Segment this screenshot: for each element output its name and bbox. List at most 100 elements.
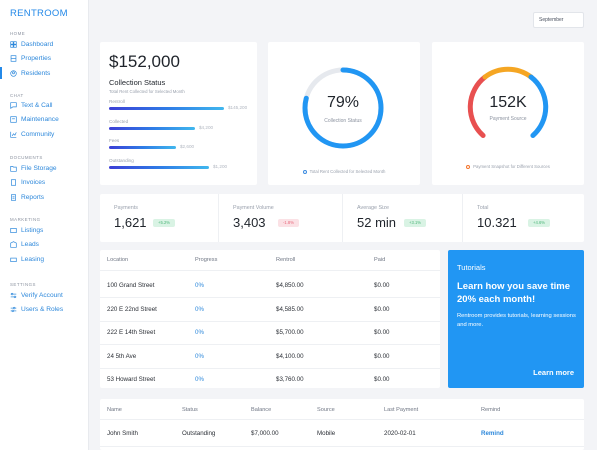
- summary-title: Collection Status: [109, 78, 166, 87]
- listing-icon: [10, 227, 17, 234]
- people-icon: [10, 69, 17, 77]
- rentroll-cell: $4,850.00: [276, 282, 304, 289]
- sidebar-item-residents[interactable]: Residents: [0, 67, 51, 79]
- brand-logo[interactable]: RENTROOM: [10, 8, 68, 19]
- column-header: Source: [317, 407, 335, 413]
- sidebar-item-leads[interactable]: Leads: [10, 239, 39, 249]
- column-header: Paid: [374, 257, 386, 263]
- building-icon: [10, 54, 17, 62]
- stat-badge: -1.8%: [278, 219, 299, 227]
- divider: [100, 297, 440, 298]
- location-cell: 100 Grand Street: [107, 282, 155, 289]
- learn-more-link[interactable]: Learn more: [533, 368, 574, 377]
- paid-cell: $0.00: [374, 376, 390, 383]
- sidebar-item-properties[interactable]: Properties: [10, 53, 51, 63]
- stat-label: Payment Volume: [233, 205, 274, 211]
- sidebar-item-label: File Storage: [21, 164, 57, 172]
- progress-bar: [109, 166, 209, 169]
- sidebar-item-users-roles[interactable]: Users & Roles: [10, 304, 63, 314]
- sidebar-item-label: Dashboard: [21, 40, 54, 48]
- resident-name: John Smith: [107, 430, 138, 437]
- sidebar-item-community[interactable]: Community: [10, 129, 54, 139]
- verify-icon: [10, 292, 17, 299]
- progress-bar: [109, 107, 224, 110]
- sidebar-item-dashboard[interactable]: Dashboard: [10, 39, 53, 49]
- bar-value: $4,200: [199, 125, 214, 130]
- collection-donut: 79% Collection Status: [300, 65, 386, 151]
- sidebar-item-label: Leads: [21, 240, 39, 248]
- divider: [100, 446, 584, 447]
- folder-icon: [10, 165, 17, 172]
- resident-balance: $7,000.00: [251, 430, 279, 437]
- bar-value: $145,200: [228, 105, 248, 110]
- paid-cell: $0.00: [374, 329, 390, 336]
- key-icon: [10, 256, 17, 263]
- location-cell: 220 E 22nd Street: [107, 305, 157, 313]
- collection-status-card: 79% Collection Status Total Rent Collect…: [268, 42, 420, 185]
- collection-value: 79%: [326, 94, 360, 111]
- leads-icon: [10, 240, 17, 248]
- column-header: Rentroll: [276, 257, 296, 263]
- payment-source-chart: [467, 66, 549, 138]
- legend-dot-icon: [466, 165, 471, 169]
- progress-cell[interactable]: 0%: [195, 282, 204, 289]
- bar-label: Collected: [109, 119, 129, 124]
- bar-value: $1,200: [213, 164, 228, 169]
- sidebar-item-label: Community: [21, 130, 55, 138]
- sidebar: RENTROOM HOME Dashboard Properties Resid…: [0, 0, 89, 450]
- stat-badge: +4.6%: [528, 219, 550, 227]
- location-cell: 53 Howard Street: [107, 376, 156, 383]
- divider: [100, 419, 584, 420]
- tutorials-heading: Tutorials: [457, 263, 486, 272]
- progress-cell[interactable]: 0%: [195, 376, 204, 383]
- rentroll-cell: $3,760.00: [276, 376, 304, 383]
- stat-average-size: Average Size 52 min +3.1%: [343, 194, 463, 242]
- column-header: Remind: [481, 407, 501, 413]
- residents-table: Name Status Balance Source Last Payment …: [100, 399, 584, 450]
- collection-arc: [302, 67, 384, 149]
- payment-source-label: Payment Source: [489, 116, 527, 122]
- location-cell: 24 5th Ave: [107, 352, 137, 360]
- sidebar-item-leasing[interactable]: Leasing: [10, 254, 44, 264]
- invoice-icon: [10, 178, 17, 186]
- sidebar-item-text-call[interactable]: Text & Call: [10, 100, 53, 110]
- resident-last-payment: 2020-02-01: [384, 430, 416, 437]
- sidebar-item-reports[interactable]: Reports: [10, 192, 44, 202]
- sidebar-item-label: Residents: [21, 69, 51, 77]
- sidebar-item-file-storage[interactable]: File Storage: [10, 163, 57, 173]
- payment-source-footnote: Payment Snapshot for Different Sources: [432, 164, 584, 169]
- sidebar-item-verify-account[interactable]: Verify Account: [10, 290, 63, 300]
- remind-button[interactable]: Remind: [481, 430, 504, 437]
- progress-cell[interactable]: 0%: [195, 329, 204, 336]
- sidebar-item-maintenance[interactable]: Maintenance: [10, 114, 59, 124]
- report-icon: [10, 193, 17, 201]
- source-arc-red: [467, 74, 488, 138]
- divider: [100, 344, 440, 345]
- total-amount: $152,000: [109, 52, 180, 71]
- collection-footnote-text: Total Rent Collected for Selected Month: [309, 169, 386, 174]
- stat-label: Payments: [114, 205, 138, 211]
- month-select[interactable]: September: [533, 12, 584, 28]
- sidebar-item-label: Maintenance: [21, 115, 59, 123]
- collection-label: Collection Status: [324, 118, 362, 124]
- rentroll-cell: $4,585.00: [276, 305, 304, 313]
- progress-cell[interactable]: 0%: [195, 352, 204, 360]
- progress-bar: [109, 127, 195, 130]
- stat-badge: +3.1%: [404, 219, 426, 227]
- stat-payments: Payments 1,621 +5.2%: [100, 194, 219, 242]
- chat-icon: [10, 101, 17, 109]
- source-arc-orange: [482, 66, 534, 80]
- payment-source-card: 152K Payment Source Payment Snapshot for…: [432, 42, 584, 185]
- paid-cell: $0.00: [374, 282, 390, 289]
- sidebar-item-listings[interactable]: Listings: [10, 225, 43, 235]
- column-header: Balance: [251, 407, 272, 413]
- paid-cell: $0.00: [374, 305, 390, 313]
- sidebar-item-invoices[interactable]: Invoices: [10, 177, 45, 187]
- resident-source: Mobile: [317, 430, 336, 437]
- collection-donut-chart: [302, 67, 384, 149]
- progress-cell[interactable]: 0%: [195, 305, 204, 313]
- payment-source-donut: 152K Payment Source: [465, 64, 551, 150]
- stat-value: 1,621: [114, 215, 147, 230]
- sidebar-item-label: Leasing: [21, 255, 45, 263]
- section-marketing: MARKETING: [10, 217, 41, 222]
